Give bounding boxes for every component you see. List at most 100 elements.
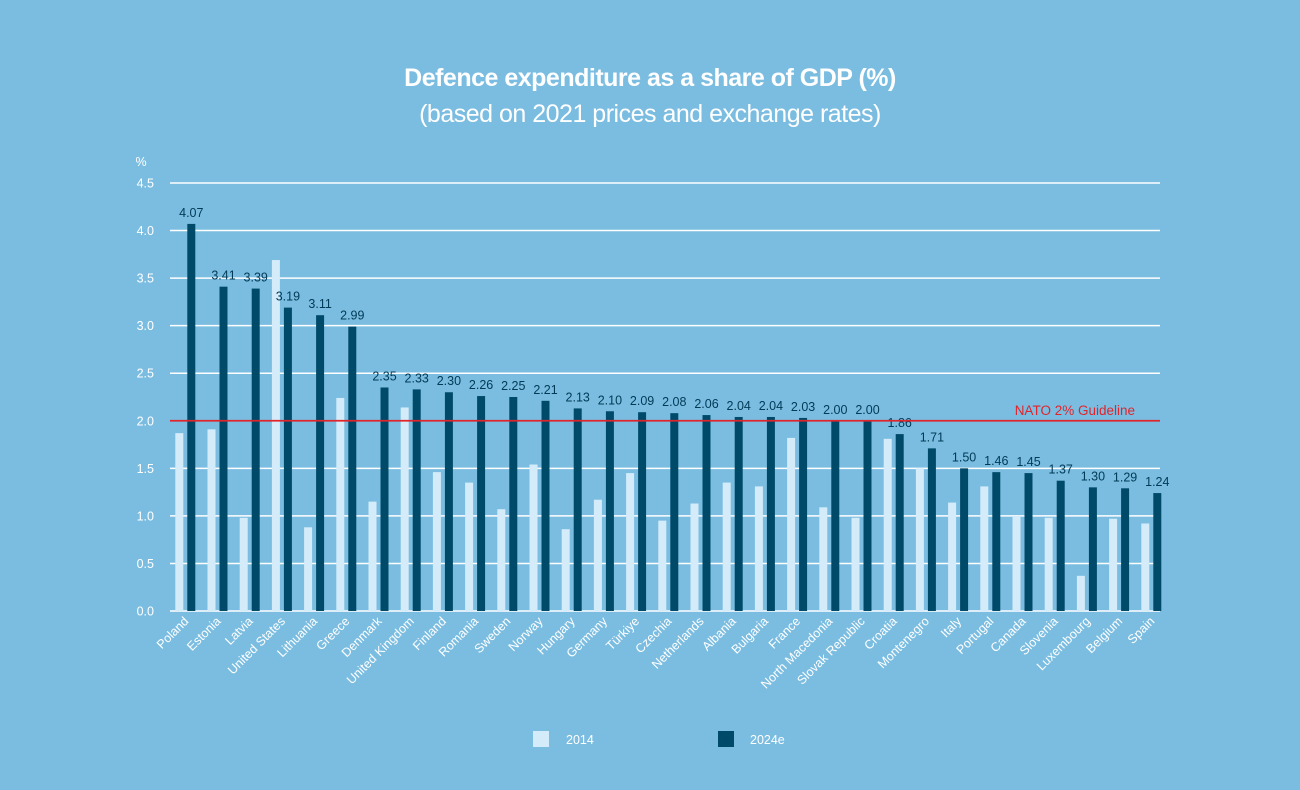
y-tick-label: 0.0 [137, 605, 154, 619]
bar-2014 [175, 433, 184, 611]
bar-2024e [187, 223, 196, 612]
bar-2014 [368, 501, 377, 611]
bar-2024e [1088, 487, 1097, 611]
bar-2024e [477, 396, 486, 611]
bar-2014 [626, 473, 635, 611]
bar-2014 [1012, 515, 1021, 611]
data-label-2024e: 2.30 [437, 374, 461, 388]
y-tick-label: 2.0 [137, 414, 154, 428]
data-label-2024e: 3.39 [244, 271, 268, 285]
data-label-2024e: 2.25 [501, 379, 525, 393]
data-label-2024e: 2.21 [533, 383, 557, 397]
bar-2014 [593, 499, 602, 611]
data-label-2024e: 1.46 [984, 454, 1008, 468]
legend-label: 2024e [750, 733, 785, 747]
bar-2024e [219, 286, 228, 611]
bar-2024e [380, 387, 389, 611]
bar-2014 [819, 507, 828, 611]
bar-2024e [927, 448, 936, 611]
data-label-2024e: 2.06 [694, 397, 718, 411]
data-label-2024e: 2.08 [662, 395, 686, 409]
y-tick-label: 3.0 [137, 319, 154, 333]
y-axis-label: % [135, 155, 146, 169]
bar-2024e [670, 413, 679, 611]
bar-2014 [239, 517, 248, 611]
bar-2024e [799, 417, 808, 611]
bar-2024e [960, 468, 969, 611]
y-tick-label: 1.0 [137, 509, 154, 523]
bar-2014 [948, 502, 957, 611]
bar-2014 [722, 482, 731, 611]
bar-2024e [1153, 493, 1162, 611]
bar-2024e [283, 307, 292, 611]
chart-subtitle: (based on 2021 prices and exchange rates… [419, 100, 881, 128]
data-label-2024e: 2.00 [823, 403, 847, 417]
y-tick-label: 1.5 [137, 462, 154, 476]
data-label-2024e: 1.37 [1049, 463, 1073, 477]
data-label-2024e: 2.99 [340, 309, 364, 323]
bar-2014 [561, 529, 570, 611]
y-tick-label: 0.5 [137, 557, 154, 571]
bar-2024e [251, 288, 260, 611]
bar-2024e [895, 434, 904, 611]
y-tick-label: 2.5 [137, 367, 154, 381]
bar-2024e [992, 472, 1001, 611]
bar-2014 [207, 429, 216, 611]
data-label-2024e: 1.71 [920, 430, 944, 444]
data-label-2024e: 4.07 [179, 206, 203, 220]
data-label-2024e: 2.35 [372, 369, 396, 383]
bar-2014 [304, 527, 313, 611]
data-label-2024e: 2.33 [405, 371, 429, 385]
chart-title: Defence expenditure as a share of GDP (%… [404, 64, 896, 92]
bar-2014 [529, 464, 538, 611]
bar-2024e [605, 411, 614, 611]
bar-2024e [638, 412, 647, 611]
data-label-2024e: 1.24 [1145, 475, 1169, 489]
data-label-2024e: 1.29 [1113, 470, 1137, 484]
data-label-2024e: 2.13 [566, 390, 590, 404]
bar-2024e [863, 420, 872, 611]
bar-2014 [336, 397, 345, 611]
data-label-2024e: 1.50 [952, 450, 976, 464]
bar-2024e [766, 416, 775, 611]
x-tick-label: Italy [938, 614, 965, 641]
data-label-2024e: 2.03 [791, 400, 815, 414]
bar-2024e [573, 408, 582, 611]
x-tick-label: Sweden [472, 614, 514, 656]
data-label-2024e: 2.00 [855, 403, 879, 417]
data-label-2024e: 1.45 [1016, 455, 1040, 469]
bar-2014 [980, 486, 989, 611]
data-label-2024e: 1.30 [1081, 469, 1105, 483]
bar-2014 [1044, 517, 1053, 611]
bar-2024e [1121, 488, 1130, 611]
bar-2024e [734, 416, 743, 611]
bar-2024e [316, 315, 325, 611]
reference-line-label: NATO 2% Guideline [1015, 403, 1135, 418]
legend-label: 2014 [566, 733, 594, 747]
bar-2014 [658, 520, 667, 611]
bar-2014 [1109, 518, 1118, 611]
bar-2024e [1024, 473, 1033, 611]
bar-2024e [1056, 480, 1065, 611]
bar-2024e [831, 420, 840, 611]
data-label-2024e: 2.26 [469, 378, 493, 392]
bar-2014 [1076, 575, 1085, 611]
bar-2024e [412, 389, 421, 611]
bar-2024e [702, 415, 711, 611]
y-tick-label: 4.5 [137, 177, 154, 191]
x-tick-label: Belgium [1083, 614, 1125, 656]
bar-2014 [883, 438, 892, 611]
bar-2024e [509, 397, 518, 611]
x-tick-label: Estonia [184, 614, 223, 653]
legend-swatch [533, 731, 549, 747]
legend-swatch [718, 731, 734, 747]
bar-2014 [851, 517, 860, 611]
bar-2014 [271, 260, 280, 611]
y-tick-label: 3.5 [137, 272, 154, 286]
data-label-2024e: 2.09 [630, 394, 654, 408]
bar-2014 [1141, 523, 1150, 611]
x-tick-label: Spain [1125, 614, 1158, 647]
y-tick-label: 4.0 [137, 224, 154, 238]
